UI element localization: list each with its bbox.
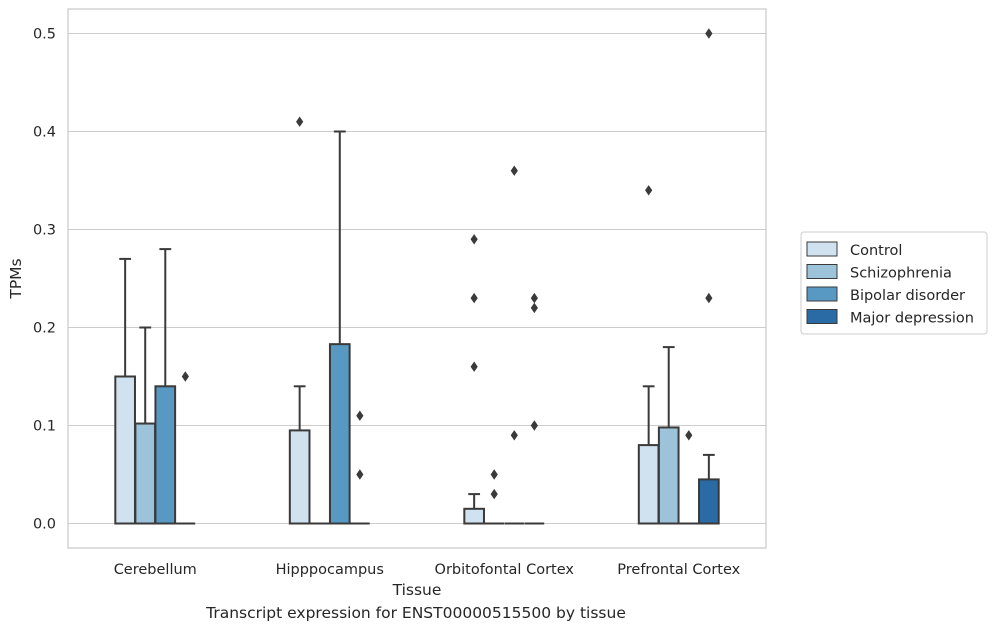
outlier-point [356, 410, 364, 421]
y-tick-label: 0.1 [33, 419, 56, 435]
y-tick-label: 0.3 [33, 223, 56, 239]
box [134, 422, 157, 525]
box [698, 478, 720, 525]
y-tick-label: 0.0 [33, 517, 56, 533]
legend-label: Control [850, 243, 902, 259]
y-tick-label: 0.4 [33, 125, 56, 141]
x-tick-label: Orbitofontal Cortex [435, 562, 575, 578]
box [114, 375, 136, 525]
legend-label: Bipolar disorder [850, 288, 965, 304]
figure-caption: Transcript expression for ENST0000051550… [206, 604, 626, 622]
legend-label: Major depression [850, 311, 974, 327]
outlier-point [530, 292, 538, 304]
y-axis-label: TPMs [7, 258, 25, 299]
outlier-point [645, 185, 653, 196]
box [288, 429, 311, 525]
legend-box [800, 231, 988, 335]
x-tick-label: Hipppocampus [276, 562, 384, 578]
outlier-point [470, 361, 478, 372]
box [657, 426, 680, 525]
legend-swatch [806, 241, 838, 257]
y-tick-label: 0.2 [33, 321, 56, 337]
outlier-point [470, 234, 478, 245]
outlier-point [470, 292, 478, 304]
outlier-point [296, 116, 304, 127]
box [328, 343, 351, 525]
outlier-point [490, 488, 498, 500]
outlier-point [490, 469, 498, 480]
outlier-point [356, 469, 364, 480]
y-tick-label: 0.5 [33, 27, 56, 43]
outlier-point [510, 165, 518, 176]
outlier-point [181, 371, 189, 382]
outlier-point [530, 420, 538, 431]
plot-frame [67, 8, 767, 549]
legend-label: Schizophrenia [850, 266, 952, 282]
outlier-point [530, 302, 538, 314]
legend-swatch [806, 286, 838, 302]
box [154, 385, 177, 525]
outlier-point [685, 430, 693, 441]
x-axis-label: Tissue [392, 581, 442, 599]
x-tick-label: Prefrontal Cortex [617, 562, 740, 578]
outlier-point [510, 430, 518, 441]
box [637, 444, 660, 525]
box [463, 507, 485, 525]
outlier-point [705, 28, 713, 39]
outlier-point [705, 292, 713, 304]
x-tick-label: Cerebellum [114, 562, 197, 578]
legend-swatch [806, 264, 838, 279]
legend-swatch [806, 309, 838, 324]
